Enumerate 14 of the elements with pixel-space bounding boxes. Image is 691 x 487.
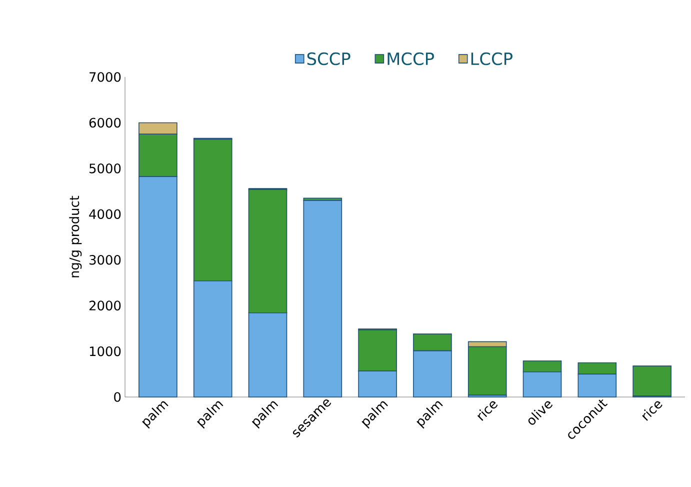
x-tick-label: rice xyxy=(477,401,498,421)
x-tick-label: rice xyxy=(642,401,662,421)
y-tick-label: 0 xyxy=(114,392,121,402)
legend-label: MCCP xyxy=(388,52,434,66)
y-tick-label: 5000 xyxy=(90,164,121,174)
y-tick-label: 3000 xyxy=(90,254,121,265)
y-tick-label: 2000 xyxy=(89,300,121,310)
y-axis-title: ng/g product xyxy=(69,196,82,278)
legend-label: SCCP xyxy=(307,52,350,66)
y-tick-label: 1000 xyxy=(90,346,121,356)
y-tick-label: 6000 xyxy=(89,118,121,128)
legend-label: LCCP xyxy=(471,52,512,66)
y-tick-label: 4000 xyxy=(89,209,121,220)
y-tick-label: 7000 xyxy=(90,72,121,82)
